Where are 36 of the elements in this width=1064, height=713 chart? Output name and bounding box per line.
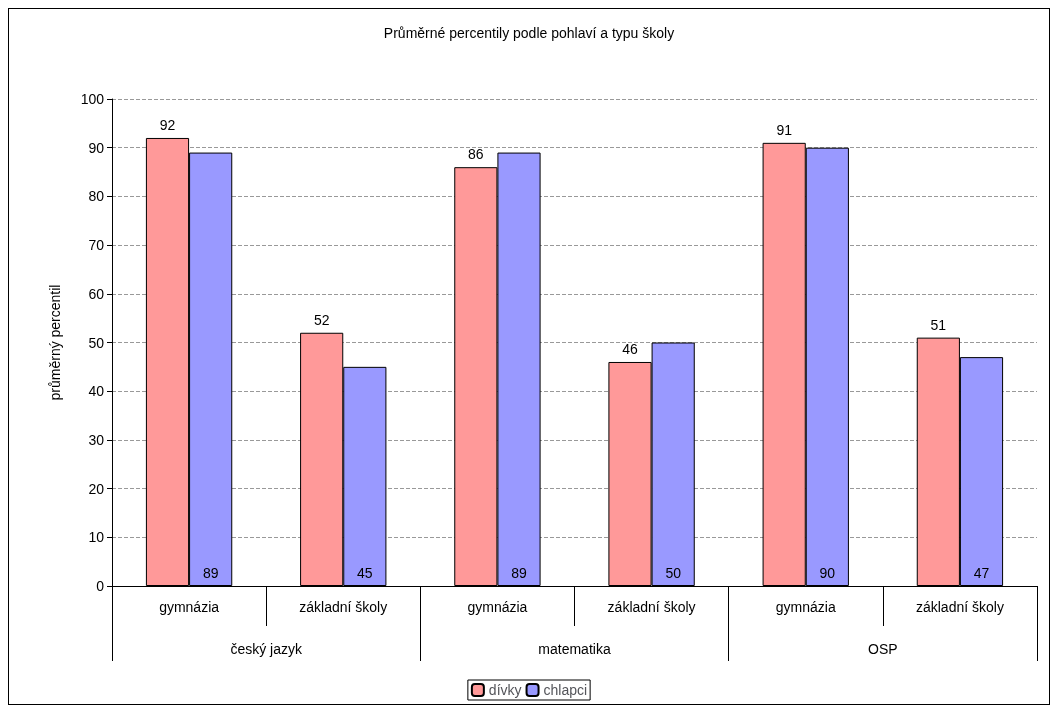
y-tick-label: 80 [88, 188, 105, 205]
x-tick-label: gymnázia [775, 599, 836, 615]
chart-title: Průměrné percentily podle pohlaví a typu školy [383, 25, 675, 41]
data-label: 90 [819, 565, 836, 581]
y-tick-label: 20 [88, 480, 105, 497]
y-tick-label: 70 [88, 237, 105, 254]
y-axis-title: průměrný percentil [47, 284, 63, 401]
data-label: 52 [313, 311, 330, 328]
x-tick-label: gymnázia [159, 599, 220, 615]
data-label: 46 [622, 340, 638, 357]
x-tick-label: základní školy [607, 599, 696, 615]
x-tick-label: základní školy [915, 599, 1004, 615]
data-label: 45 [357, 565, 373, 581]
x-tick-label: gymnázia [467, 599, 528, 615]
text: český jazyk [230, 641, 303, 657]
data-label: 86 [468, 146, 484, 163]
legend-label: dívky [488, 682, 522, 698]
y-tick-label: 10 [88, 529, 105, 546]
y-tick-label: 40 [88, 383, 105, 400]
x-tick-label: základní školy [299, 599, 388, 615]
data-label: 91 [776, 121, 793, 138]
data-label: 50 [665, 565, 682, 581]
legend-label: chlapci [543, 682, 588, 698]
y-tick-label: 90 [88, 139, 105, 156]
y-tick-label: 50 [88, 334, 105, 351]
data-label: 89 [511, 565, 527, 581]
y-tick-label: 0 [96, 578, 105, 594]
y-tick-label: 100 [80, 91, 105, 107]
data-label: 47 [973, 565, 990, 581]
text: matematika [538, 641, 611, 657]
data-label: 89 [202, 565, 219, 581]
text: OSP [868, 641, 898, 657]
y-tick-label: 30 [88, 431, 105, 448]
data-label: 92 [159, 116, 176, 133]
y-tick-label: 60 [88, 285, 105, 302]
data-label: 51 [930, 316, 947, 333]
